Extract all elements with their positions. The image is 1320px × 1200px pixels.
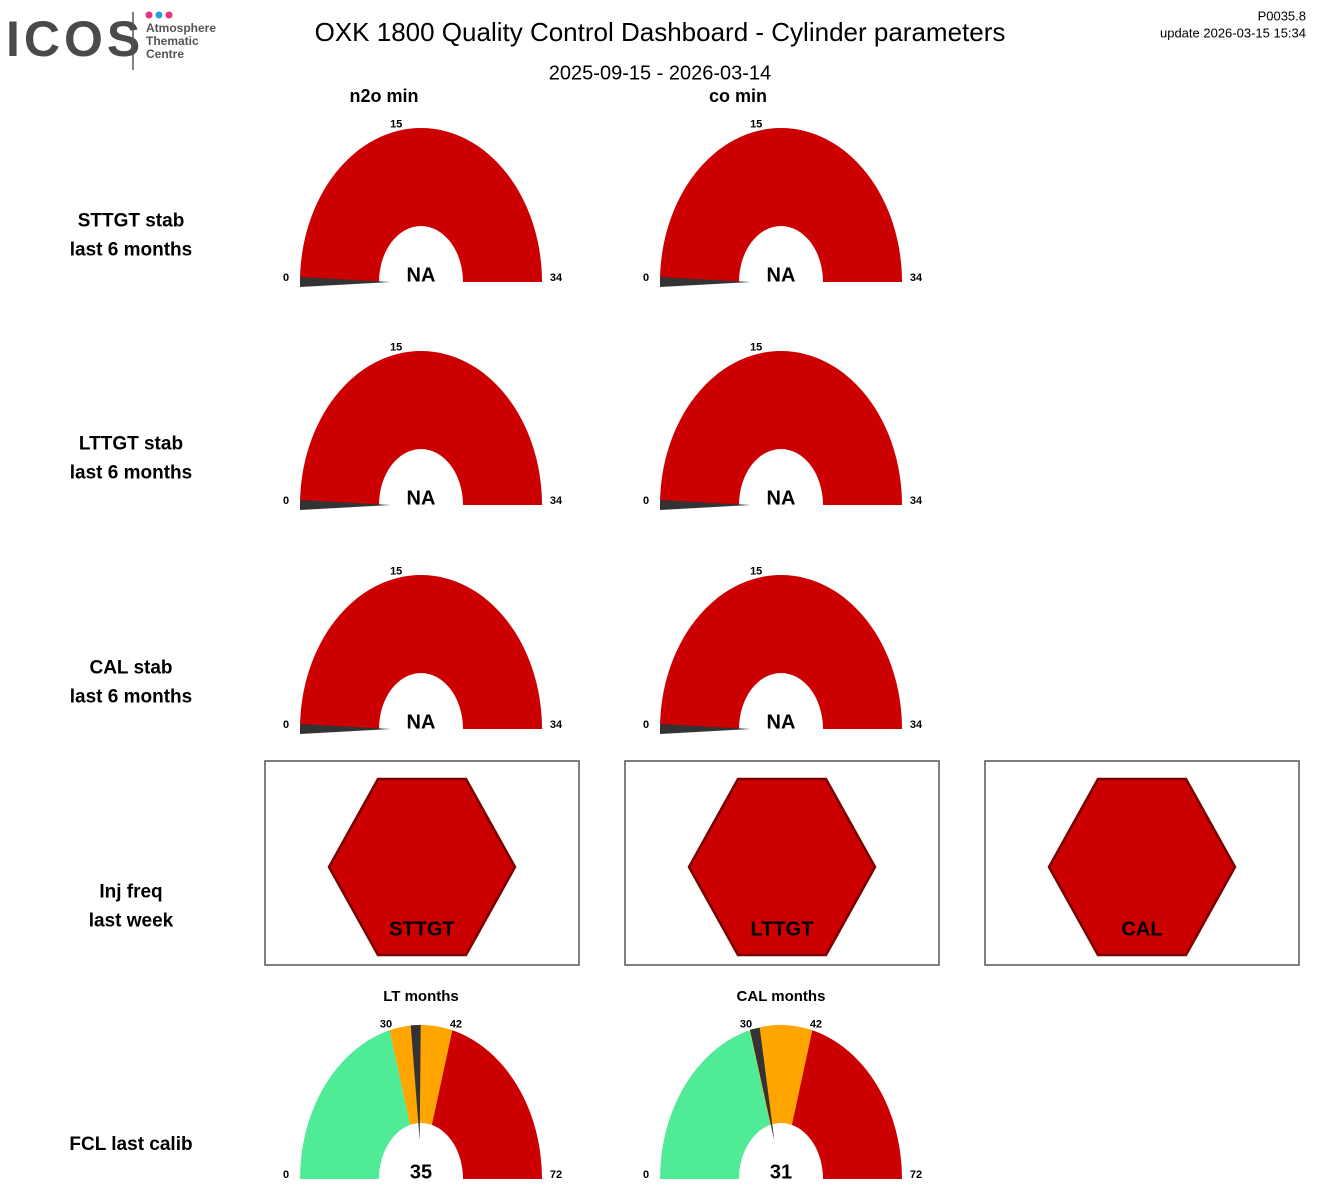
gauge-tick-label: 15 (750, 566, 762, 578)
status-hexagon (327, 777, 517, 957)
gauge-title: CAL months (737, 988, 826, 1005)
gauge-needle (410, 1024, 421, 1141)
status-hexagon (1047, 777, 1237, 957)
row-label: Inj freq (99, 882, 162, 903)
gauge-tick-label: 42 (450, 1018, 462, 1030)
gauge-tick-label: 34 (910, 719, 923, 731)
row-label: STTGT stab (78, 211, 185, 232)
row-label: LTTGT stab (79, 434, 183, 455)
gauge-tick-label: 0 (283, 272, 289, 284)
gauge-needle (660, 724, 751, 734)
gauge-band (389, 1025, 453, 1125)
gauge-value: NA (407, 487, 436, 509)
gauge-band (300, 351, 542, 505)
gauge-tick-label: 0 (283, 719, 289, 731)
status-hexagon (687, 777, 877, 957)
gauge-value: 31 (770, 1161, 792, 1183)
gauge-band (300, 575, 542, 729)
logo-sub: Centre (146, 47, 184, 61)
gauge-tick-label: 0 (643, 1169, 649, 1181)
gauge-tick-label: 0 (643, 495, 649, 507)
period: 2025-09-15 - 2026-03-14 (549, 62, 771, 84)
status-label: CAL (1121, 918, 1162, 940)
gauge-band (300, 1030, 411, 1179)
gauge-needle (300, 500, 391, 510)
gauge-tick-label: 34 (550, 272, 563, 284)
gauge-tick-label: 15 (390, 566, 402, 578)
gauge-needle (300, 277, 391, 287)
gauge-needle (749, 1027, 775, 1142)
gauge-band (300, 128, 542, 282)
gauge-tick-label: 15 (390, 342, 402, 354)
row-label: last week (89, 911, 174, 932)
gauge-band (660, 1030, 771, 1179)
row-label: last 6 months (70, 240, 192, 261)
gauge-tick-label: 34 (910, 272, 923, 284)
gauge-tick-label: 15 (750, 342, 762, 354)
column-header: n2o min (349, 86, 418, 106)
status-label: STTGT (389, 918, 455, 940)
gauge-tick-label: 34 (550, 719, 563, 731)
gauge-band (791, 1030, 902, 1179)
gauge-needle (660, 500, 751, 510)
title: OXK 1800 Quality Control Dashboard - Cyl… (315, 17, 1006, 47)
gauge-band (431, 1030, 542, 1179)
row-label: last 6 months (70, 687, 192, 708)
row-label: CAL stab (89, 658, 172, 679)
column-header: co min (709, 86, 767, 106)
version: P0035.8 (1258, 8, 1306, 23)
gauge-tick-label: 42 (810, 1018, 822, 1030)
gauge-band (660, 128, 902, 282)
gauge-band (660, 575, 902, 729)
status-label: LTTGT (751, 918, 814, 940)
gauge-tick-label: 0 (283, 495, 289, 507)
gauge-tick-label: 30 (740, 1018, 752, 1030)
row-label: FCL last calib (69, 1134, 192, 1155)
gauge-tick-label: 15 (390, 119, 402, 131)
gauge-tick-label: 72 (910, 1169, 922, 1181)
logo-dot (165, 11, 173, 19)
gauge-tick-label: 34 (910, 495, 923, 507)
gauge-band (660, 351, 902, 505)
gauge-value: NA (407, 711, 436, 733)
gauge-title: LT months (383, 988, 459, 1005)
gauge-tick-label: 0 (643, 719, 649, 731)
gauge-value: NA (767, 487, 796, 509)
gauge-value: NA (767, 711, 796, 733)
gauge-tick-label: 15 (750, 119, 762, 131)
gauge-value: NA (767, 264, 796, 286)
gauge-tick-label: 30 (380, 1018, 392, 1030)
gauge-needle (660, 277, 751, 287)
gauge-value: NA (407, 264, 436, 286)
row-label: last 6 months (70, 463, 192, 484)
gauge-needle (300, 724, 391, 734)
gauge-tick-label: 34 (550, 495, 563, 507)
logo: ICOS (6, 11, 144, 67)
logo-dot (155, 11, 163, 19)
gauge-tick-label: 0 (643, 272, 649, 284)
gauge-tick-label: 0 (283, 1169, 289, 1181)
gauge-band (749, 1025, 813, 1125)
logo-dot (145, 11, 153, 19)
update-time: update 2026-03-15 15:34 (1160, 25, 1306, 40)
gauge-tick-label: 72 (550, 1169, 562, 1181)
logo-sub: Thematic (146, 34, 199, 48)
logo-sub: Atmosphere (146, 21, 216, 35)
gauge-value: 35 (410, 1161, 432, 1183)
